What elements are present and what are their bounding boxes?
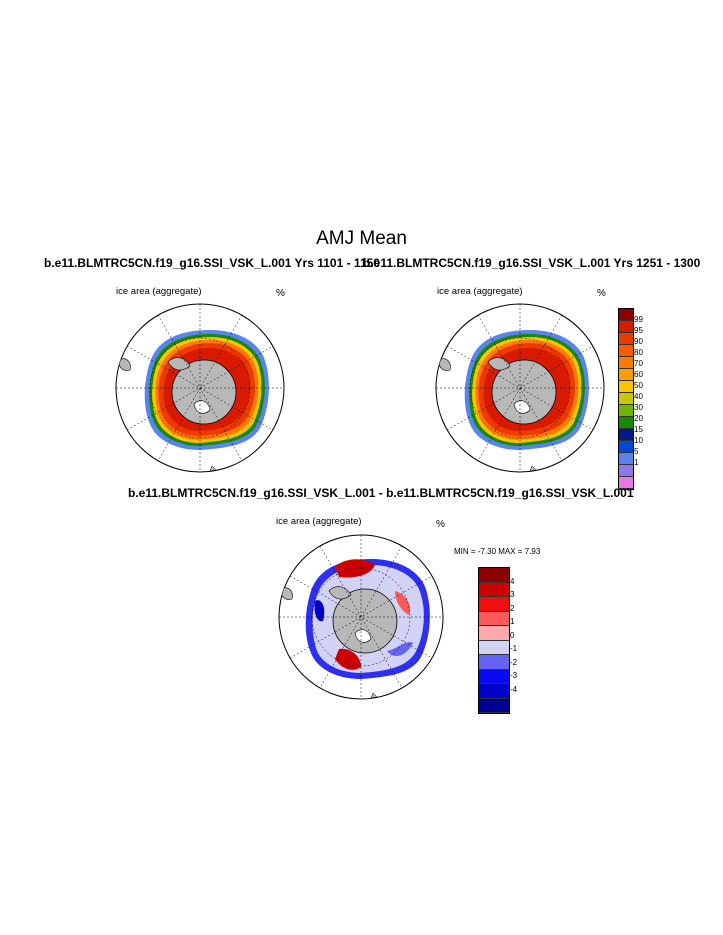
colorbar-swatch	[619, 405, 633, 417]
colorbar-swatch	[479, 597, 509, 612]
colorbar-swatch	[479, 684, 509, 699]
colorbar-tick-label: 4	[510, 576, 515, 586]
colorbar-tick-label: 15	[634, 425, 643, 434]
colorbar-swatch	[479, 611, 509, 626]
colorbar-swatch	[479, 568, 509, 583]
panel-2-variable-label: ice area (aggregate)	[437, 286, 523, 297]
colorbar-tick-label: -3	[510, 671, 518, 680]
panel-3-variable-label: ice area (aggregate)	[276, 516, 362, 527]
colorbar-swatch	[619, 429, 633, 441]
colorbar-swatch	[479, 669, 509, 684]
colorbar-swatch	[619, 357, 633, 369]
colorbar-swatch	[619, 441, 633, 453]
colorbar-tick-label: 10	[634, 436, 643, 445]
map-panel-1	[115, 303, 285, 473]
map-1-graticule	[116, 304, 284, 472]
colorbar-tick-label: 60	[634, 370, 643, 379]
colorbar-tick-label: -4	[510, 684, 518, 694]
colorbar-swatch	[619, 381, 633, 393]
map-3-graticule	[279, 535, 443, 699]
panel-3-title: b.e11.BLMTRC5CN.f19_g16.SSI_VSK_L.001 - …	[128, 486, 634, 500]
colorbar-tick-label: 3	[510, 590, 515, 599]
panel-2-units-label: %	[597, 288, 606, 299]
colorbar-tick-label: -2	[510, 657, 518, 667]
map-1-ice-field	[118, 330, 269, 472]
ice-area-colorbar	[618, 308, 634, 490]
colorbar-swatch	[619, 453, 633, 465]
colorbar-swatch	[619, 417, 633, 429]
colorbar-tick-label: 50	[634, 381, 643, 390]
colorbar-swatch	[479, 626, 509, 641]
colorbar-tick-label: 40	[634, 392, 643, 401]
panel-1-title: b.e11.BLMTRC5CN.f19_g16.SSI_VSK_L.001 Yr…	[44, 256, 380, 270]
colorbar-tick-label: 1	[510, 617, 515, 626]
colorbar-tick-label: 70	[634, 359, 643, 368]
colorbar-swatch	[479, 698, 509, 713]
colorbar-tick-label: 5	[634, 447, 639, 456]
colorbar-swatch	[619, 393, 633, 405]
colorbar-swatch	[619, 333, 633, 345]
colorbar-tick-label: 1	[634, 458, 639, 467]
panel-1-variable-label: ice area (aggregate)	[116, 286, 202, 297]
colorbar-swatch	[479, 640, 509, 655]
map-3-difference-field	[280, 559, 430, 699]
colorbar-swatch	[479, 582, 509, 597]
panel-1-units-label: %	[276, 288, 285, 299]
colorbar-tick-label: 0	[510, 630, 515, 640]
figure-title: AMJ Mean	[316, 228, 407, 249]
colorbar-swatch	[619, 369, 633, 381]
panel-2-title: b.e11.BLMTRC5CN.f19_g16.SSI_VSK_L.001 Yr…	[363, 256, 701, 270]
panel-3-units-label: %	[436, 519, 445, 530]
map-panel-2	[435, 303, 605, 473]
map-2-graticule	[436, 304, 604, 472]
colorbar-tick-label: 2	[510, 603, 515, 613]
colorbar-tick-label: 80	[634, 348, 643, 357]
colorbar-tick-label: -1	[510, 644, 518, 653]
map-2-ice-field	[438, 330, 589, 472]
colorbar-swatch	[619, 477, 633, 489]
colorbar-tick-label: 99	[634, 315, 643, 324]
difference-colorbar	[478, 567, 510, 714]
colorbar-swatch	[479, 655, 509, 670]
colorbar-tick-label: 30	[634, 403, 643, 412]
colorbar-swatch	[619, 345, 633, 357]
colorbar-swatch	[619, 321, 633, 333]
colorbar-swatch	[619, 465, 633, 477]
colorbar-tick-label: 90	[634, 337, 643, 346]
colorbar-tick-label: 20	[634, 414, 643, 423]
panel-3-min-max-stats: MIN = -7.30 MAX = 7.93	[454, 547, 541, 556]
colorbar-swatch	[619, 309, 633, 321]
colorbar-tick-label: 95	[634, 326, 643, 335]
map-panel-3	[278, 534, 444, 700]
